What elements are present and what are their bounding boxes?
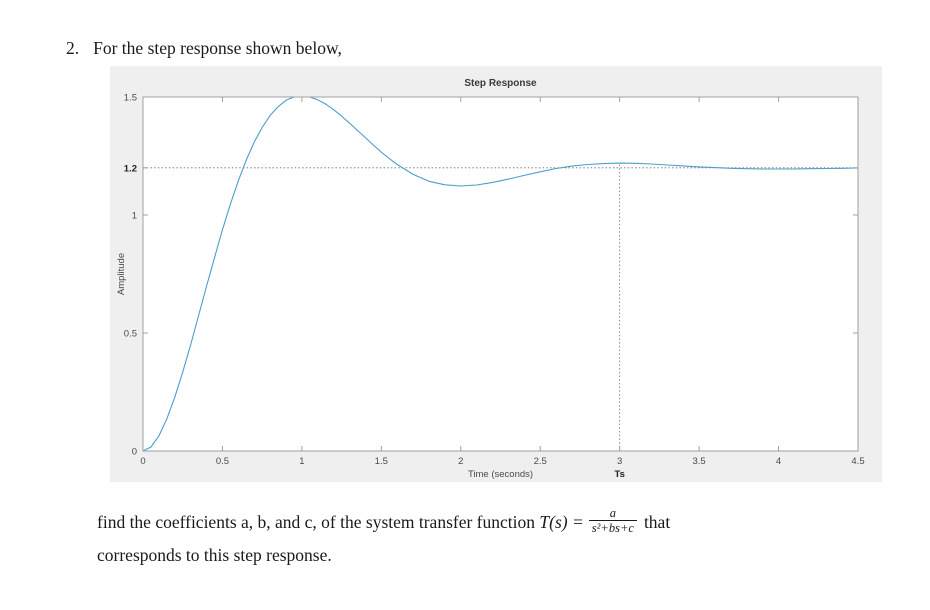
transfer-function-fraction: a s²+bs+c [588, 506, 637, 536]
x-tick-label: 1 [299, 456, 304, 467]
x-tick-label: 3 [617, 456, 622, 467]
y-tick-label: 0.5 [124, 329, 137, 340]
x-tick-label: 2 [458, 456, 463, 467]
question-line-2: corresponds to this step response. [97, 544, 332, 565]
axes-box [142, 96, 859, 452]
step-response-plot: 0 0.5 1 1.5 2 2.5 3 3.5 4 4.5 0 0.5 1 1.2 1.5 Step Resp… [116, 78, 865, 480]
step-response-figure: 0 0.5 1 1.5 2 2.5 3 3.5 4 4.5 0 0.5 1 1.2 1.5 Step Resp… [110, 66, 882, 482]
x-axis-label: Time (seconds) [468, 469, 533, 480]
question-text: find the coefficients a, b, and c, of th… [97, 512, 540, 532]
step-response-curve [142, 96, 859, 452]
x-tick-label: 0.5 [216, 456, 229, 467]
problem-number: 2. [66, 38, 80, 58]
x-tick-label: 1.5 [375, 456, 388, 467]
transfer-function-symbol: T(s) = [539, 512, 584, 532]
fraction-numerator: a [609, 506, 616, 521]
fraction-denominator: s²+bs+c [588, 520, 637, 535]
x-tick-label: 4.5 [851, 456, 864, 467]
problem-question: find the coefficients a, b, and c, of th… [97, 506, 837, 571]
x-tick-label: 2.5 [534, 456, 547, 467]
y-tick-label: 1.5 [124, 93, 137, 104]
y-tick-label: 1 [132, 211, 137, 222]
x-tick-label: 0 [140, 456, 145, 467]
x-tick-label: 3.5 [693, 456, 706, 467]
y-tick-label: 1.2 [124, 163, 137, 174]
settling-time-label: Ts [614, 469, 624, 480]
problem-intro: For the step response shown below, [93, 38, 342, 58]
problem-statement: 2. For the step response shown below, [66, 38, 342, 59]
question-text-continued: that [643, 512, 671, 532]
y-axis-label: Amplitude [116, 253, 127, 295]
y-tick-label: 0 [132, 447, 137, 458]
x-tick-label: 4 [776, 456, 781, 467]
plot-title: Step Response [464, 78, 537, 89]
plot-area [143, 97, 858, 451]
